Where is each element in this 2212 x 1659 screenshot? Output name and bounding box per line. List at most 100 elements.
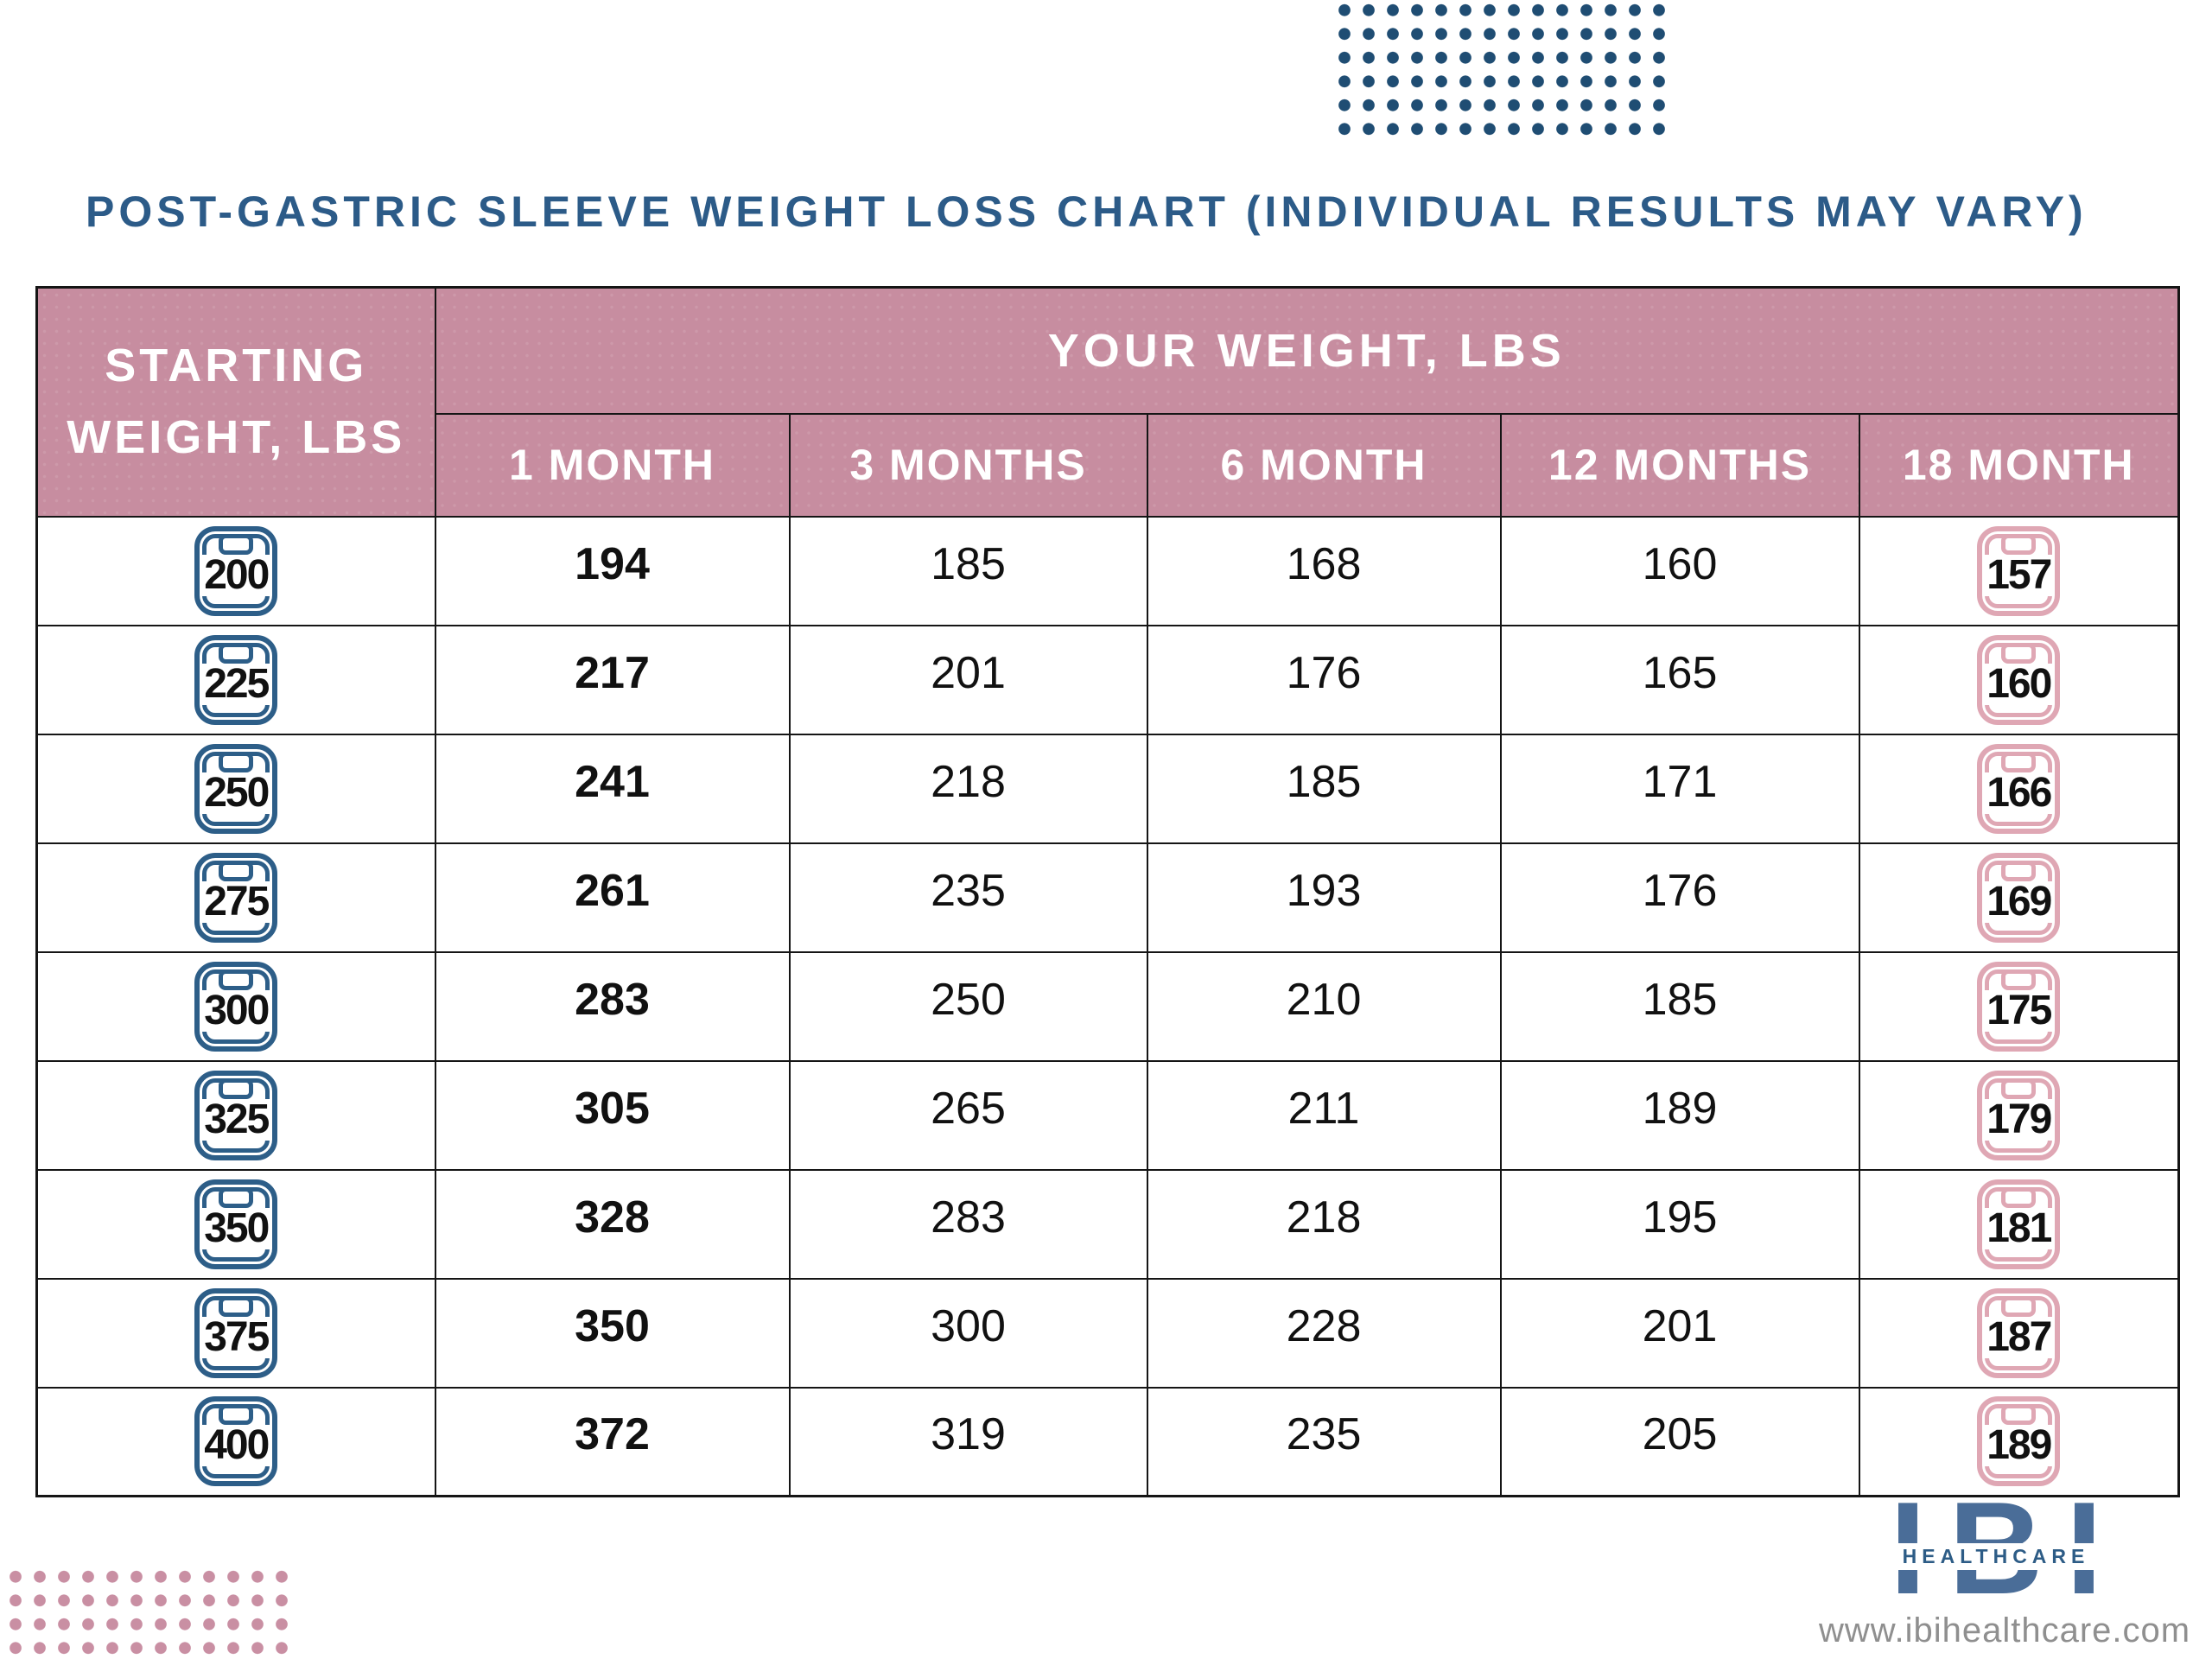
table-row: 325 305 265 211 189 179 — [35, 1059, 2180, 1171]
scale-display-window — [2001, 1186, 2037, 1208]
starting-weight-cell: 250 — [35, 733, 436, 844]
weight-cell-3-months: 265 — [788, 1059, 1148, 1171]
column-header-3-months: 3 MONTHS — [788, 412, 1148, 518]
scale-icon: 375 — [194, 1287, 278, 1378]
weight-cell-18-month: 187 — [1858, 1277, 2180, 1389]
scale-icon: 350 — [194, 1179, 278, 1269]
scale-icon: 400 — [194, 1396, 278, 1487]
weight-cell-6-month: 185 — [1146, 733, 1502, 844]
scale-icon: 181 — [1977, 1179, 2061, 1269]
starting-weight-cell: 200 — [35, 515, 436, 626]
scale-display-window — [219, 1077, 254, 1099]
logo-healthcare-text: HEALTHCARE — [1893, 1543, 2099, 1570]
final-weight-value: 187 — [1985, 1313, 2052, 1360]
weight-cell-12-months: 165 — [1499, 624, 1860, 735]
table-row: 225 217 201 176 165 160 — [35, 624, 2180, 735]
weight-cell-1-month: 305 — [434, 1059, 791, 1171]
starting-weight-cell: 300 — [35, 950, 436, 1062]
scale-display-window — [2001, 1295, 2037, 1317]
weight-cell-3-months: 300 — [788, 1277, 1148, 1389]
scale-icon: 169 — [1977, 852, 2061, 943]
weight-cell-12-months: 171 — [1499, 733, 1860, 844]
starting-weight-value: 300 — [202, 987, 270, 1033]
weight-cell-6-month: 193 — [1146, 842, 1502, 953]
scale-icon: 179 — [1977, 1070, 2061, 1160]
scale-display-window — [219, 1295, 254, 1317]
starting-weight-value: 275 — [202, 878, 270, 925]
table-header-months-row: 1 MONTH 3 MONTHS 6 MONTH 12 MONTHS 18 MO… — [37, 412, 2180, 518]
scale-icon: 200 — [194, 525, 278, 616]
scale-icon: 187 — [1977, 1287, 2061, 1378]
weight-cell-3-months: 250 — [788, 950, 1148, 1062]
column-header-1-month: 1 MONTH — [434, 412, 791, 518]
starting-weight-value: 225 — [202, 660, 270, 707]
table-row: 250 241 218 185 171 166 — [35, 733, 2180, 844]
starting-weight-value: 400 — [202, 1422, 270, 1469]
weight-cell-6-month: 218 — [1146, 1168, 1502, 1280]
final-weight-value: 189 — [1985, 1422, 2052, 1469]
weight-cell-3-months: 319 — [788, 1386, 1148, 1497]
final-weight-value: 179 — [1985, 1096, 2052, 1142]
scale-display-window — [219, 1186, 254, 1208]
weight-cell-18-month: 189 — [1858, 1386, 2180, 1497]
starting-weight-cell: 275 — [35, 842, 436, 953]
weight-cell-6-month: 235 — [1146, 1386, 1502, 1497]
weight-cell-1-month: 261 — [434, 842, 791, 953]
final-weight-value: 157 — [1985, 551, 2052, 598]
column-header-12-months: 12 MONTHS — [1499, 412, 1860, 518]
weight-cell-1-month: 194 — [434, 515, 791, 626]
scale-display-window — [219, 860, 254, 881]
weight-cell-18-month: 169 — [1858, 842, 2180, 953]
weight-cell-3-months: 235 — [788, 842, 1148, 953]
table-header-group-row: STARTING WEIGHT, LBS YOUR WEIGHT, LBS — [35, 286, 2180, 518]
table-row: 300 283 250 210 185 175 — [35, 950, 2180, 1062]
scale-icon: 189 — [1977, 1396, 2061, 1487]
scale-icon: 157 — [1977, 525, 2061, 616]
weight-cell-1-month: 217 — [434, 624, 791, 735]
final-weight-value: 160 — [1985, 660, 2052, 707]
scale-display-window — [2001, 1404, 2037, 1426]
scale-icon: 250 — [194, 743, 278, 834]
weight-cell-18-month: 157 — [1858, 515, 2180, 626]
starting-weight-header-line1: STARTING — [105, 339, 368, 391]
scale-display-window — [2001, 751, 2037, 772]
weight-cell-12-months: 189 — [1499, 1059, 1860, 1171]
scale-icon: 225 — [194, 634, 278, 725]
final-weight-value: 175 — [1985, 987, 2052, 1033]
final-weight-value: 181 — [1985, 1205, 2052, 1251]
weight-cell-3-months: 185 — [788, 515, 1148, 626]
scale-icon: 175 — [1977, 961, 2061, 1052]
weight-cell-3-months: 218 — [788, 733, 1148, 844]
scale-display-window — [219, 751, 254, 772]
scale-display-window — [219, 969, 254, 990]
scale-display-window — [2001, 533, 2037, 555]
weight-cell-1-month: 241 — [434, 733, 791, 844]
starting-weight-value: 350 — [202, 1205, 270, 1251]
weight-cell-18-month: 179 — [1858, 1059, 2180, 1171]
starting-weight-header-line2: WEIGHT, LBS — [67, 411, 406, 464]
scale-display-window — [219, 642, 254, 664]
scale-icon: 160 — [1977, 634, 2061, 725]
scale-icon: 300 — [194, 961, 278, 1052]
weight-cell-18-month: 181 — [1858, 1168, 2180, 1280]
table-row: 400 372 319 235 205 189 — [35, 1386, 2180, 1497]
starting-weight-value: 200 — [202, 551, 270, 598]
weight-cell-12-months: 195 — [1499, 1168, 1860, 1280]
weight-cell-18-month: 160 — [1858, 624, 2180, 735]
scale-display-window — [2001, 642, 2037, 664]
scale-display-window — [2001, 1077, 2037, 1099]
weight-cell-6-month: 211 — [1146, 1059, 1502, 1171]
final-weight-value: 166 — [1985, 769, 2052, 816]
scale-icon: 325 — [194, 1070, 278, 1160]
starting-weight-cell: 375 — [35, 1277, 436, 1389]
weight-cell-6-month: 228 — [1146, 1277, 1502, 1389]
scale-icon: 166 — [1977, 743, 2061, 834]
weight-cell-1-month: 283 — [434, 950, 791, 1062]
table-row: 275 261 235 193 176 169 — [35, 842, 2180, 953]
scale-display-window — [2001, 969, 2037, 990]
ibi-healthcare-logo: IBI HEALTHCARE www.ibihealthcare.com — [1819, 1483, 2190, 1650]
your-weight-group-header: YOUR WEIGHT, LBS — [434, 286, 2180, 415]
weight-cell-18-month: 175 — [1858, 950, 2180, 1062]
starting-weight-cell: 350 — [35, 1168, 436, 1280]
